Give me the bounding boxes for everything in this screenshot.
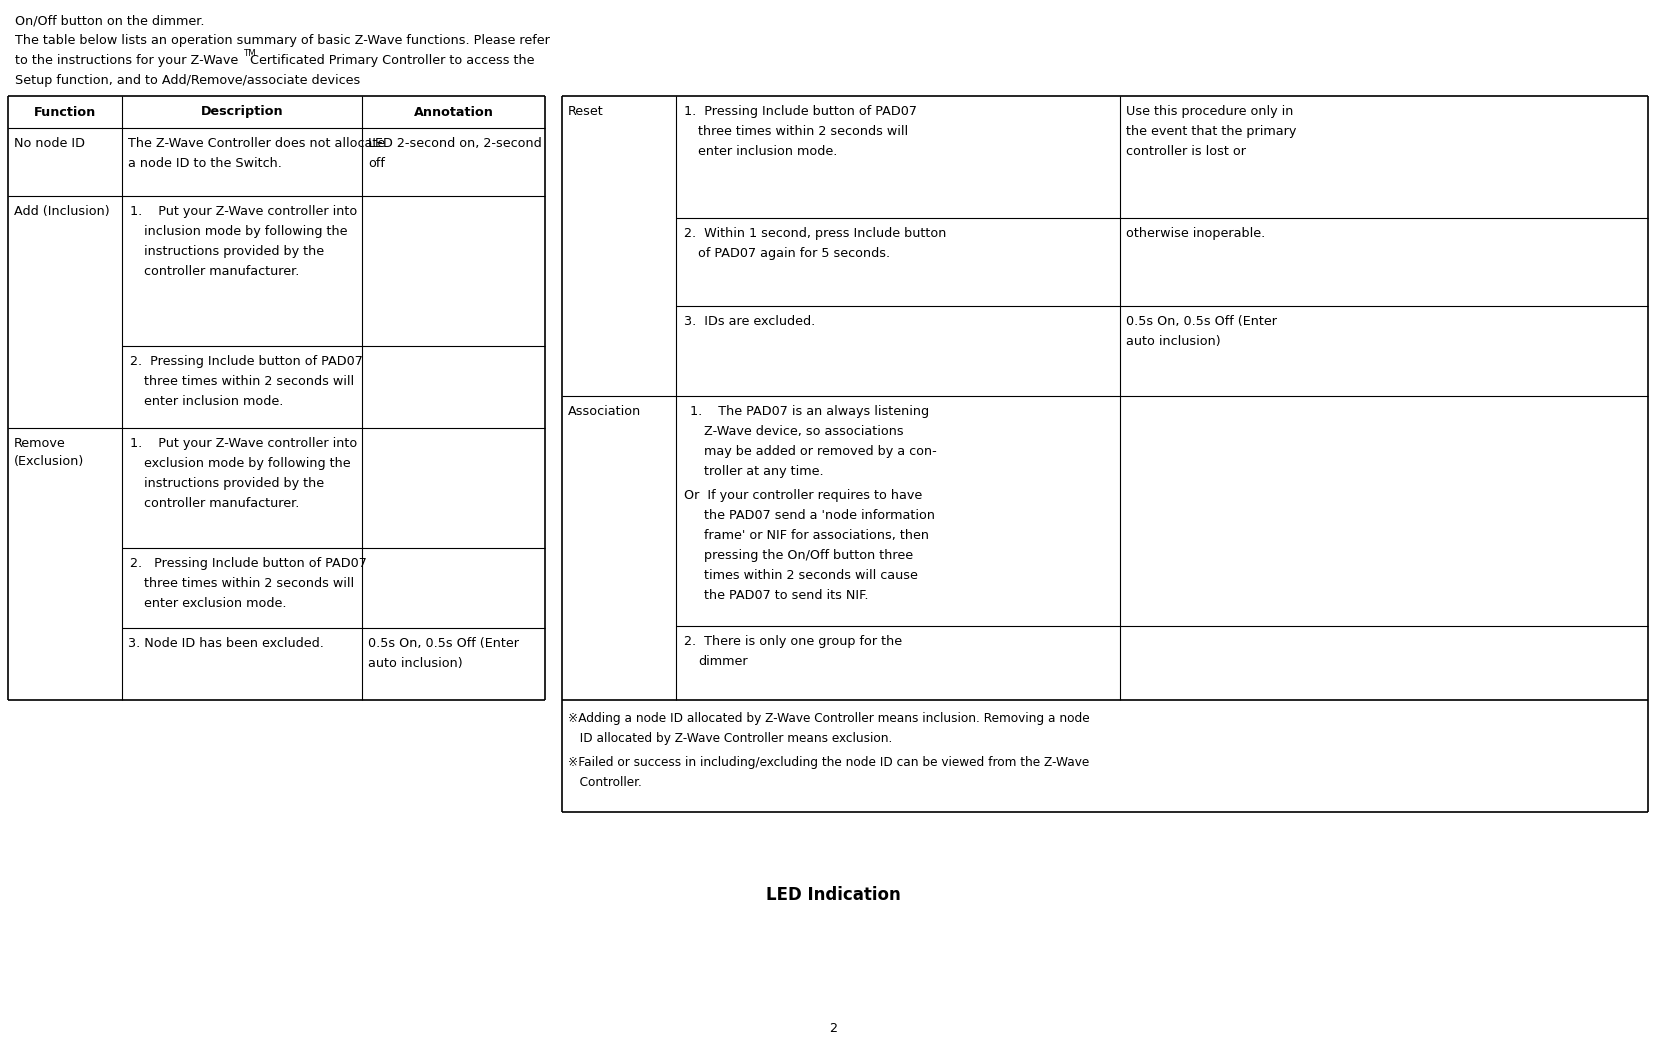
- Text: 2.  Within 1 second, press Include button: 2. Within 1 second, press Include button: [685, 227, 946, 240]
- Text: 2: 2: [830, 1022, 836, 1035]
- Text: ※Failed or success in including/excluding the node ID can be viewed from the Z-W: ※Failed or success in including/excludin…: [568, 756, 1090, 769]
- Text: 2.   Pressing Include button of PAD07: 2. Pressing Include button of PAD07: [130, 557, 367, 570]
- Text: pressing the On/Off button three: pressing the On/Off button three: [705, 549, 913, 562]
- Text: Or  If your controller requires to have: Or If your controller requires to have: [685, 489, 923, 502]
- Text: Association: Association: [568, 405, 641, 418]
- Text: troller at any time.: troller at any time.: [705, 465, 823, 478]
- Text: ID allocated by Z-Wave Controller means exclusion.: ID allocated by Z-Wave Controller means …: [568, 732, 893, 745]
- Text: the event that the primary: the event that the primary: [1126, 125, 1296, 138]
- Text: (Exclusion): (Exclusion): [13, 455, 85, 468]
- Text: otherwise inoperable.: otherwise inoperable.: [1126, 227, 1264, 240]
- Text: instructions provided by the: instructions provided by the: [143, 245, 325, 258]
- Text: instructions provided by the: instructions provided by the: [143, 477, 325, 490]
- Text: controller manufacturer.: controller manufacturer.: [143, 265, 300, 278]
- Text: a node ID to the Switch.: a node ID to the Switch.: [128, 157, 282, 170]
- Text: 1.    Put your Z-Wave controller into: 1. Put your Z-Wave controller into: [130, 205, 357, 218]
- Text: 0.5s On, 0.5s Off (Enter: 0.5s On, 0.5s Off (Enter: [368, 637, 520, 650]
- Text: The table below lists an operation summary of basic Z-Wave functions. Please ref: The table below lists an operation summa…: [15, 34, 550, 47]
- Text: 2.  There is only one group for the: 2. There is only one group for the: [685, 635, 901, 648]
- Text: exclusion mode by following the: exclusion mode by following the: [143, 457, 350, 469]
- Text: 1.    The PAD07 is an always listening: 1. The PAD07 is an always listening: [690, 405, 930, 418]
- Text: 3. Node ID has been excluded.: 3. Node ID has been excluded.: [128, 637, 323, 650]
- Text: Description: Description: [200, 105, 283, 119]
- Text: Add (Inclusion): Add (Inclusion): [13, 205, 110, 218]
- Text: LED 2-second on, 2-second: LED 2-second on, 2-second: [368, 137, 541, 150]
- Text: LED Indication: LED Indication: [766, 886, 900, 904]
- Text: the PAD07 to send its NIF.: the PAD07 to send its NIF.: [705, 589, 868, 602]
- Text: controller manufacturer.: controller manufacturer.: [143, 497, 300, 510]
- Text: three times within 2 seconds will: three times within 2 seconds will: [143, 375, 355, 388]
- Text: Use this procedure only in: Use this procedure only in: [1126, 105, 1293, 118]
- Text: may be added or removed by a con-: may be added or removed by a con-: [705, 445, 936, 458]
- Text: Annotation: Annotation: [413, 105, 493, 119]
- Text: On/Off button on the dimmer.: On/Off button on the dimmer.: [15, 14, 205, 27]
- Text: three times within 2 seconds will: three times within 2 seconds will: [698, 125, 908, 138]
- Text: enter exclusion mode.: enter exclusion mode.: [143, 596, 287, 610]
- Text: dimmer: dimmer: [698, 655, 748, 668]
- Text: Function: Function: [33, 105, 97, 119]
- Text: times within 2 seconds will cause: times within 2 seconds will cause: [705, 569, 918, 582]
- Text: frame' or NIF for associations, then: frame' or NIF for associations, then: [705, 529, 930, 542]
- Text: enter inclusion mode.: enter inclusion mode.: [698, 145, 838, 158]
- Text: auto inclusion): auto inclusion): [1126, 335, 1221, 348]
- Text: the PAD07 send a 'node information: the PAD07 send a 'node information: [705, 509, 935, 522]
- Text: enter inclusion mode.: enter inclusion mode.: [143, 395, 283, 408]
- Text: 2.  Pressing Include button of PAD07: 2. Pressing Include button of PAD07: [130, 355, 363, 369]
- Text: Setup function, and to Add/Remove/associate devices: Setup function, and to Add/Remove/associ…: [15, 74, 360, 87]
- Text: Remove: Remove: [13, 437, 65, 450]
- Text: TM: TM: [243, 49, 257, 58]
- Text: No node ID: No node ID: [13, 137, 85, 150]
- Text: Reset: Reset: [568, 105, 603, 118]
- Text: The Z-Wave Controller does not allocate: The Z-Wave Controller does not allocate: [128, 137, 385, 150]
- Text: auto inclusion): auto inclusion): [368, 657, 463, 670]
- Text: inclusion mode by following the: inclusion mode by following the: [143, 225, 348, 238]
- Text: ※Adding a node ID allocated by Z-Wave Controller means inclusion. Removing a nod: ※Adding a node ID allocated by Z-Wave Co…: [568, 712, 1090, 725]
- Text: off: off: [368, 157, 385, 170]
- Text: 3.  IDs are excluded.: 3. IDs are excluded.: [685, 315, 815, 328]
- Text: 0.5s On, 0.5s Off (Enter: 0.5s On, 0.5s Off (Enter: [1126, 315, 1278, 328]
- Text: of PAD07 again for 5 seconds.: of PAD07 again for 5 seconds.: [698, 247, 890, 260]
- Text: Z-Wave device, so associations: Z-Wave device, so associations: [705, 425, 903, 438]
- Text: 1.    Put your Z-Wave controller into: 1. Put your Z-Wave controller into: [130, 437, 357, 450]
- Text: Certificated Primary Controller to access the: Certificated Primary Controller to acces…: [250, 54, 535, 67]
- Text: Controller.: Controller.: [568, 776, 641, 789]
- Text: controller is lost or: controller is lost or: [1126, 145, 1246, 158]
- Text: three times within 2 seconds will: three times within 2 seconds will: [143, 577, 355, 590]
- Text: 1.  Pressing Include button of PAD07: 1. Pressing Include button of PAD07: [685, 105, 916, 118]
- Text: to the instructions for your Z-Wave: to the instructions for your Z-Wave: [15, 54, 238, 67]
